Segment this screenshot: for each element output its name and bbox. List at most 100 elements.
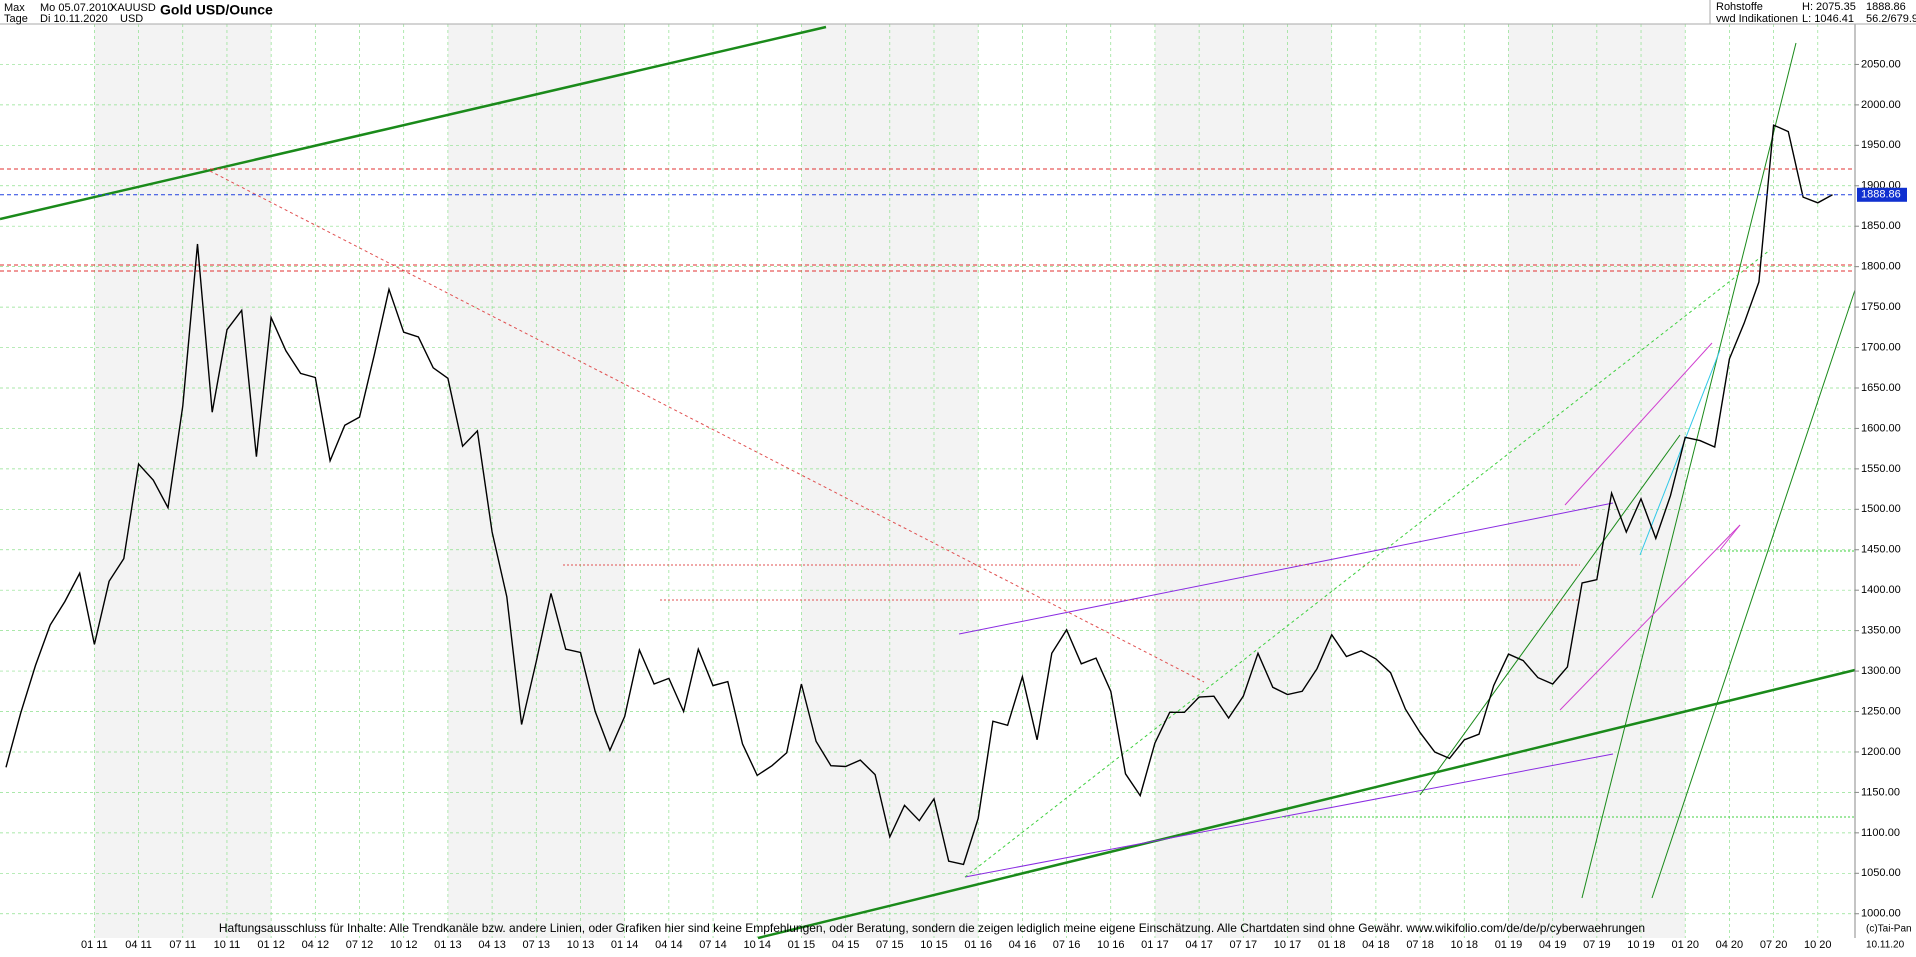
y-tick-label: 1500.00 <box>1861 503 1901 515</box>
symbol: XAUUSD <box>110 2 156 14</box>
current-price-label: 1888.86 <box>1861 189 1901 201</box>
y-tick-label: 1850.00 <box>1861 220 1901 232</box>
x-tick-label: 10 16 <box>1097 939 1125 951</box>
y-tick-label: 2050.00 <box>1861 58 1901 70</box>
x-tick-label: 01 12 <box>257 939 285 951</box>
y-tick-label: 2000.00 <box>1861 99 1901 111</box>
x-tick-label: 01 18 <box>1318 939 1346 951</box>
current-date: 10.11.20 <box>1866 940 1905 951</box>
x-tick-label: 10 14 <box>743 939 771 951</box>
x-tick-label: 10 19 <box>1627 939 1655 951</box>
y-tick-label: 1550.00 <box>1861 463 1901 475</box>
x-tick-label: 07 13 <box>523 939 551 951</box>
y-tick-label: 1350.00 <box>1861 625 1901 637</box>
from-date: Mo 05.07.2010 <box>40 2 113 14</box>
x-tick-label: 04 16 <box>1009 939 1037 951</box>
x-tick-label: 04 18 <box>1362 939 1390 951</box>
x-tick-label: 07 17 <box>1230 939 1258 951</box>
plot <box>0 124 1855 866</box>
group: Rohstoffe <box>1716 1 1763 13</box>
source: vwd Indikationen <box>1716 13 1798 25</box>
trend-line <box>0 25 827 221</box>
trend-line <box>757 668 1856 940</box>
x-tick-label: 04 13 <box>478 939 506 951</box>
trend-line <box>964 753 1614 878</box>
x-tick-label: 04 12 <box>302 939 330 951</box>
y-tick-label: 1750.00 <box>1861 301 1901 313</box>
last: 1888.86 <box>1866 1 1906 13</box>
x-tick-label: 07 14 <box>699 939 727 951</box>
x-tick-label: 04 15 <box>832 939 860 951</box>
y-tick-label: 1100.00 <box>1861 827 1900 839</box>
y-tick-label: 1250.00 <box>1861 705 1901 717</box>
trend-line <box>1639 349 1721 556</box>
currency: USD <box>120 13 143 25</box>
x-tick-label: 07 20 <box>1760 939 1788 951</box>
x-tick-label: 07 12 <box>346 939 374 951</box>
x-tick-label: 07 16 <box>1053 939 1081 951</box>
low: L: 1046.41 <box>1802 13 1854 25</box>
y-tick-label: 1950.00 <box>1861 139 1901 151</box>
price-line <box>5 124 1833 866</box>
x-tick-label: 01 13 <box>434 939 462 951</box>
y-tick-label: 1050.00 <box>1861 867 1901 879</box>
y-tick-label: 1200.00 <box>1861 746 1901 758</box>
trend-line <box>1564 342 1713 506</box>
x-tick-label: 01 16 <box>964 939 992 951</box>
y-tick-label: 1650.00 <box>1861 382 1901 394</box>
x-tick-label: 04 20 <box>1716 939 1744 951</box>
x-tick-label: 01 14 <box>611 939 639 951</box>
grid <box>0 24 1855 938</box>
axis-panel <box>1855 24 1916 938</box>
y-tick-label: 1300.00 <box>1861 665 1901 677</box>
y-tick-label: 1150.00 <box>1861 786 1900 798</box>
x-tick-label: 04 17 <box>1185 939 1213 951</box>
x-tick-label: 07 18 <box>1406 939 1434 951</box>
trend-line <box>1419 434 1681 796</box>
x-tick-label: 07 19 <box>1583 939 1611 951</box>
y-tick-label: 1800.00 <box>1861 261 1901 273</box>
trend-line <box>1719 524 1741 551</box>
x-tick-label: 07 11 <box>169 939 196 951</box>
x-tick-label: 10 13 <box>567 939 595 951</box>
x-tick-label: 10 17 <box>1274 939 1302 951</box>
x-tick-label: 10 18 <box>1451 939 1479 951</box>
current-price-box <box>1857 187 1907 202</box>
x-tick-label: 01 15 <box>788 939 816 951</box>
y-tick-label: 1700.00 <box>1861 341 1901 353</box>
trend-line <box>958 502 1614 635</box>
x-tick-label: 07 15 <box>876 939 904 951</box>
x-tick-label: 10 12 <box>390 939 418 951</box>
header <box>0 0 1916 24</box>
to-date: Di 10.11.2020 <box>40 13 108 25</box>
x-tick-label: 04 11 <box>125 939 152 951</box>
x-tick-label: 04 19 <box>1539 939 1567 951</box>
x-tick-label: 01 17 <box>1141 939 1169 951</box>
y-tick-label: 1000.00 <box>1861 908 1901 920</box>
trend-lines <box>0 25 1856 940</box>
x-tick-label: 10 11 <box>214 939 241 951</box>
y-tick-label: 1600.00 <box>1861 422 1901 434</box>
x-tick-label: 10 20 <box>1804 939 1832 951</box>
y-tick-label: 1450.00 <box>1861 544 1901 556</box>
period[interactable]: Tage <box>4 13 28 25</box>
x-tick-label: 04 14 <box>655 939 683 951</box>
trend-line <box>1581 42 1797 899</box>
trend-line <box>209 170 1205 683</box>
x-tick-label: 10 15 <box>920 939 948 951</box>
copyright: (c)Tai-Pan <box>1866 924 1912 935</box>
disclaimer: Haftungsausschluss für Inhalte: Alle Tre… <box>219 921 1645 935</box>
extra: 56.2/679.9 <box>1866 13 1916 25</box>
title: Gold USD/Ounce <box>160 2 273 18</box>
x-tick-label: 01 11 <box>81 939 108 951</box>
high: H: 2075.35 <box>1802 1 1856 13</box>
trend-line <box>964 249 1771 878</box>
x-tick-label: 01 20 <box>1671 939 1699 951</box>
axis: 1000.00 1050.00 1100.00 1150.00 1200.00 1250.… <box>81 58 1907 951</box>
y-tick-label: 1400.00 <box>1861 584 1901 596</box>
trend-line <box>1651 289 1856 899</box>
x-tick-label: 01 19 <box>1495 939 1523 951</box>
range[interactable]: Max <box>4 2 25 14</box>
trend-line <box>1559 524 1741 711</box>
